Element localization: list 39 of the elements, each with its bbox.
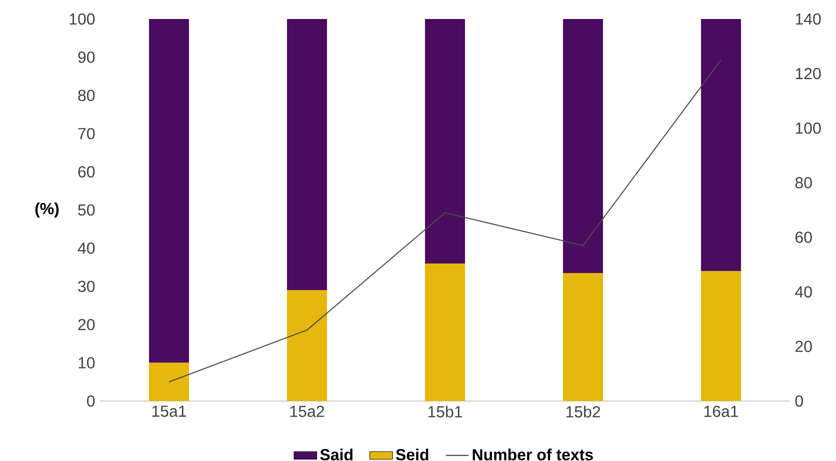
legend-label: Said <box>320 448 352 460</box>
y2-tick-label: 60 <box>796 232 812 243</box>
x-tick-label: 15b1 <box>428 406 462 418</box>
bar <box>700 19 741 272</box>
y-axis-title: (%) <box>35 202 59 218</box>
y2-tick-label: 80 <box>795 177 812 188</box>
legend-label: Seid <box>396 448 428 460</box>
y2-tick-label: 140 <box>796 13 821 25</box>
y-tick-label: 20 <box>78 318 95 330</box>
y-tick-label: 70 <box>78 128 95 140</box>
x-tick-label: 15b2 <box>566 406 600 418</box>
bar <box>562 273 603 401</box>
bar <box>700 271 741 401</box>
bar <box>425 263 465 401</box>
y2-tick-label: 20 <box>796 340 812 352</box>
y-tick-label: 60 <box>78 166 95 178</box>
y2-tick-label: 120 <box>796 68 821 80</box>
x-tick-label: 15a1 <box>152 406 186 417</box>
y2-tick-label: 100 <box>796 122 821 134</box>
y2-tick-label: 0 <box>795 395 803 407</box>
y-tick-label: 90 <box>78 52 95 63</box>
bar <box>425 19 465 264</box>
legend-label: Number of texts <box>472 448 593 460</box>
bar <box>287 19 327 290</box>
y-tick-label: 10 <box>78 357 95 368</box>
bar <box>287 290 327 401</box>
y-tick-label: 0 <box>87 395 95 407</box>
y-tick-label: 50 <box>78 204 95 216</box>
x-tick-label: 16a1 <box>704 406 738 418</box>
y2-tick-label: 40 <box>795 286 812 298</box>
y-tick-label: 30 <box>78 280 95 292</box>
bar <box>149 362 189 401</box>
bar <box>149 19 189 363</box>
y-tick-label: 100 <box>70 13 95 25</box>
x-tick-label: 15a2 <box>290 406 324 418</box>
line-series <box>168 59 722 382</box>
y-tick-label: 40 <box>78 242 95 254</box>
bar <box>562 19 603 274</box>
y-tick-label: 80 <box>78 90 95 102</box>
